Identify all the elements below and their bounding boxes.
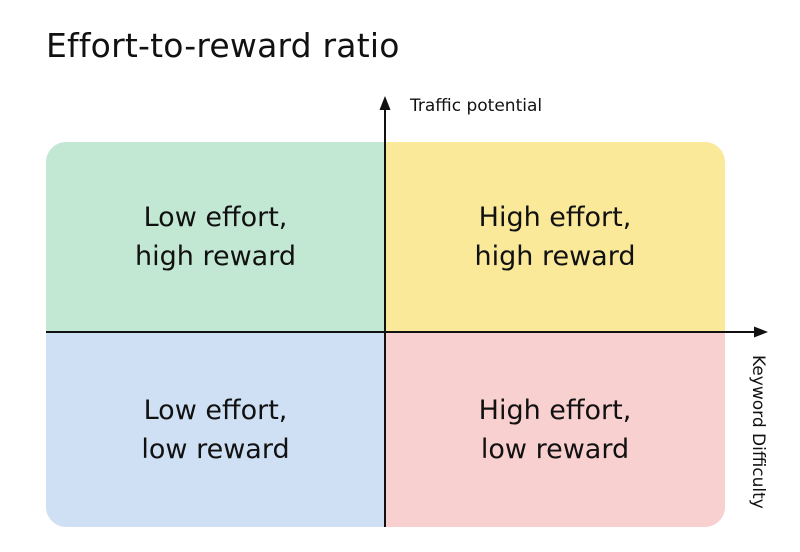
quadrant-label: Low effort, low reward [141,394,290,465]
diagram-title: Effort-to-reward ratio [46,26,400,65]
quadrant-label: Low effort, high reward [135,202,296,272]
quadrant-low-effort-high-reward: Low effort, high reward [46,142,385,332]
quadrant-label: High effort, high reward [474,202,636,272]
y-axis-label: Traffic potential [410,96,543,116]
quadrant-high-effort-low-reward: High effort, low reward [385,332,725,527]
y-axis-arrowhead [379,96,391,110]
quadrant-low-effort-low-reward: Low effort, low reward [46,332,385,527]
x-axis-label: Keyword Difficulty [748,355,768,509]
quadrant-label: High effort, low reward [478,394,632,465]
x-axis-arrowhead [754,326,768,338]
quadrant-high-effort-high-reward: High effort, high reward [385,142,725,332]
